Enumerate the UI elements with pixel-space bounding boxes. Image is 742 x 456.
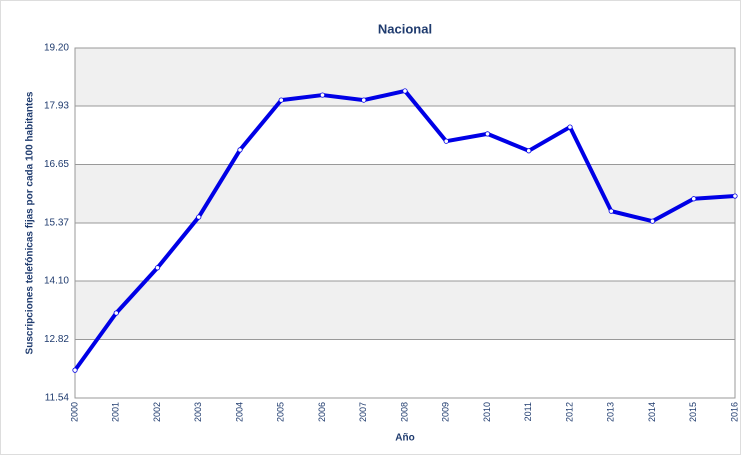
x-tick-label: 2004 [234, 402, 244, 422]
x-tick-label: 2016 [729, 402, 739, 422]
x-tick-label: 2014 [647, 402, 657, 422]
x-axis-label: Año [395, 433, 414, 444]
x-tick-label: 2002 [152, 402, 162, 422]
point [113, 310, 119, 316]
point [237, 147, 243, 153]
grid-band [75, 106, 735, 165]
x-tick-label: 2011 [523, 402, 533, 421]
point [567, 124, 573, 130]
x-tick-label: 2012 [564, 402, 574, 422]
chart-title: Nacional [378, 21, 432, 36]
point [691, 196, 697, 202]
x-tick-label: 2008 [399, 402, 409, 422]
point [608, 208, 614, 214]
x-tick-label: 2006 [317, 402, 327, 422]
x-tick-label: 2010 [482, 402, 492, 422]
point [732, 193, 738, 199]
y-axis-label: Suscripciones telefónicas fijas por cada… [25, 91, 36, 354]
point [526, 148, 532, 154]
y-tick-label: 19.20 [44, 43, 69, 54]
y-tick-label: 14.10 [44, 276, 69, 287]
x-tick-label: 2005 [276, 402, 286, 422]
grid-band [75, 281, 735, 340]
plot-border [74, 47, 736, 399]
point [154, 265, 161, 271]
grid-band [75, 164, 735, 223]
grid-band [75, 339, 735, 398]
point [72, 367, 78, 373]
point [319, 92, 326, 98]
y-tick-label: 11.54 [45, 393, 70, 404]
grid-band [75, 223, 735, 282]
point [196, 214, 202, 220]
y-tick-label: 17.93 [44, 101, 69, 112]
x-tick-label: 2013 [606, 402, 616, 422]
x-tick-label: 2001 [111, 402, 121, 422]
point [484, 131, 491, 137]
x-tick-label: 2015 [688, 402, 698, 422]
point [649, 218, 656, 224]
point [443, 138, 449, 144]
x-tick-label: 2009 [441, 402, 451, 422]
x-tick-label: 2003 [193, 402, 203, 422]
x-tick-label: 2007 [358, 402, 368, 422]
point [278, 97, 284, 103]
y-tick-label: 16.65 [44, 159, 69, 170]
point [402, 88, 408, 94]
y-tick-label: 12.82 [44, 334, 69, 345]
point [361, 97, 367, 103]
y-tick-label: 15.37 [44, 218, 69, 229]
x-tick-label: 2000 [69, 402, 79, 422]
grid-band [75, 48, 735, 107]
